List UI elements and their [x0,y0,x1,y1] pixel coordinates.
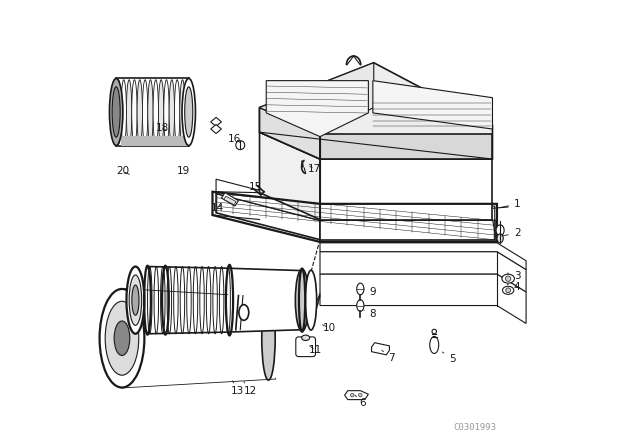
Polygon shape [121,135,188,146]
Polygon shape [224,196,236,205]
Text: 18: 18 [156,123,169,133]
Ellipse shape [127,267,145,334]
Ellipse shape [351,393,354,397]
Polygon shape [266,81,369,137]
Text: 17: 17 [308,164,321,174]
Polygon shape [216,179,495,220]
Text: 9: 9 [364,287,376,297]
Ellipse shape [105,302,139,375]
Polygon shape [260,63,374,134]
Text: 10: 10 [323,323,335,333]
Polygon shape [122,289,275,388]
Text: 2: 2 [502,228,520,238]
Ellipse shape [148,80,153,144]
Ellipse shape [159,80,164,144]
Ellipse shape [185,87,193,137]
Text: 7: 7 [382,350,395,363]
Polygon shape [320,220,495,240]
Ellipse shape [153,80,159,144]
Ellipse shape [358,393,362,397]
FancyBboxPatch shape [296,337,316,357]
Text: 1: 1 [500,199,520,209]
Polygon shape [260,108,320,159]
Text: 8: 8 [364,310,376,319]
Text: 14: 14 [211,203,223,213]
Text: 5: 5 [442,352,456,364]
Ellipse shape [301,335,310,340]
Polygon shape [345,391,369,400]
Ellipse shape [175,80,180,144]
Ellipse shape [112,87,120,137]
Polygon shape [216,194,320,240]
Polygon shape [211,117,221,126]
Polygon shape [320,274,526,323]
Ellipse shape [132,80,137,144]
Ellipse shape [180,80,185,144]
Ellipse shape [164,80,169,144]
Polygon shape [320,243,526,270]
Ellipse shape [506,288,511,293]
Ellipse shape [236,141,244,150]
Ellipse shape [496,225,504,236]
Ellipse shape [109,78,123,146]
Polygon shape [320,252,526,292]
Text: C0301993: C0301993 [453,423,496,432]
Polygon shape [260,63,493,159]
Ellipse shape [182,78,195,146]
Ellipse shape [432,329,436,334]
Text: 20: 20 [116,166,129,176]
Ellipse shape [132,285,139,315]
Ellipse shape [185,80,191,144]
Ellipse shape [143,80,148,144]
Polygon shape [371,343,389,355]
Ellipse shape [239,305,249,320]
Polygon shape [260,132,320,220]
Ellipse shape [121,80,127,144]
Text: 13: 13 [230,381,244,396]
Ellipse shape [502,286,514,294]
Ellipse shape [126,80,132,144]
Ellipse shape [129,275,141,325]
Text: 12: 12 [244,382,257,396]
Ellipse shape [430,336,439,353]
Text: 19: 19 [177,166,190,176]
Ellipse shape [262,297,275,380]
Ellipse shape [116,80,121,144]
Text: 16: 16 [228,134,241,144]
Text: 4: 4 [508,282,520,292]
Polygon shape [373,81,493,129]
Text: 6: 6 [355,395,366,408]
Text: 15: 15 [248,182,262,192]
Ellipse shape [356,283,364,295]
Ellipse shape [296,269,309,331]
Polygon shape [320,134,493,159]
Polygon shape [221,193,239,206]
Ellipse shape [502,274,515,283]
Ellipse shape [506,276,511,281]
Text: 3: 3 [508,271,520,280]
Ellipse shape [356,300,364,311]
Polygon shape [228,268,302,332]
Polygon shape [211,125,221,134]
Ellipse shape [137,80,143,144]
Polygon shape [320,159,493,220]
Ellipse shape [114,321,130,356]
Ellipse shape [169,80,175,144]
Text: 11: 11 [309,345,322,355]
Ellipse shape [497,234,503,243]
Ellipse shape [100,289,145,388]
Ellipse shape [305,270,317,330]
